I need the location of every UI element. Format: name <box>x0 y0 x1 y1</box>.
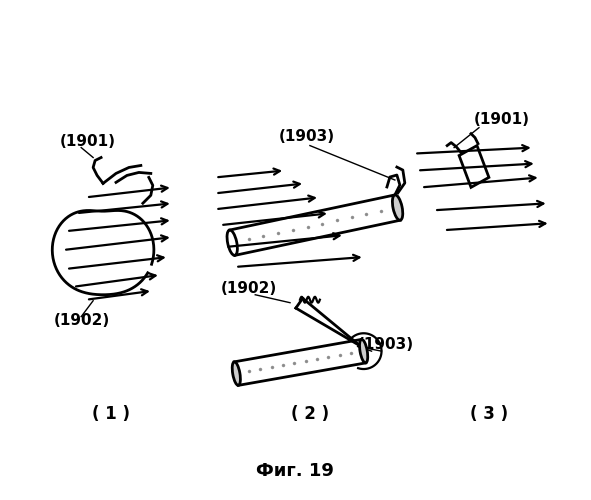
Ellipse shape <box>232 362 241 386</box>
Text: (1901): (1901) <box>59 134 115 148</box>
Text: (1902): (1902) <box>220 281 277 296</box>
Ellipse shape <box>359 340 368 363</box>
Ellipse shape <box>392 195 402 220</box>
Text: ( 3 ): ( 3 ) <box>470 405 508 423</box>
Text: (1903): (1903) <box>358 338 414 352</box>
Text: ( 2 ): ( 2 ) <box>291 405 329 423</box>
Text: ( 1 ): ( 1 ) <box>92 405 130 423</box>
Text: (1903): (1903) <box>279 128 335 144</box>
Text: (1902): (1902) <box>53 312 109 328</box>
Text: (1901): (1901) <box>474 112 530 126</box>
Text: Фиг. 19: Фиг. 19 <box>256 462 334 480</box>
Polygon shape <box>459 146 489 188</box>
